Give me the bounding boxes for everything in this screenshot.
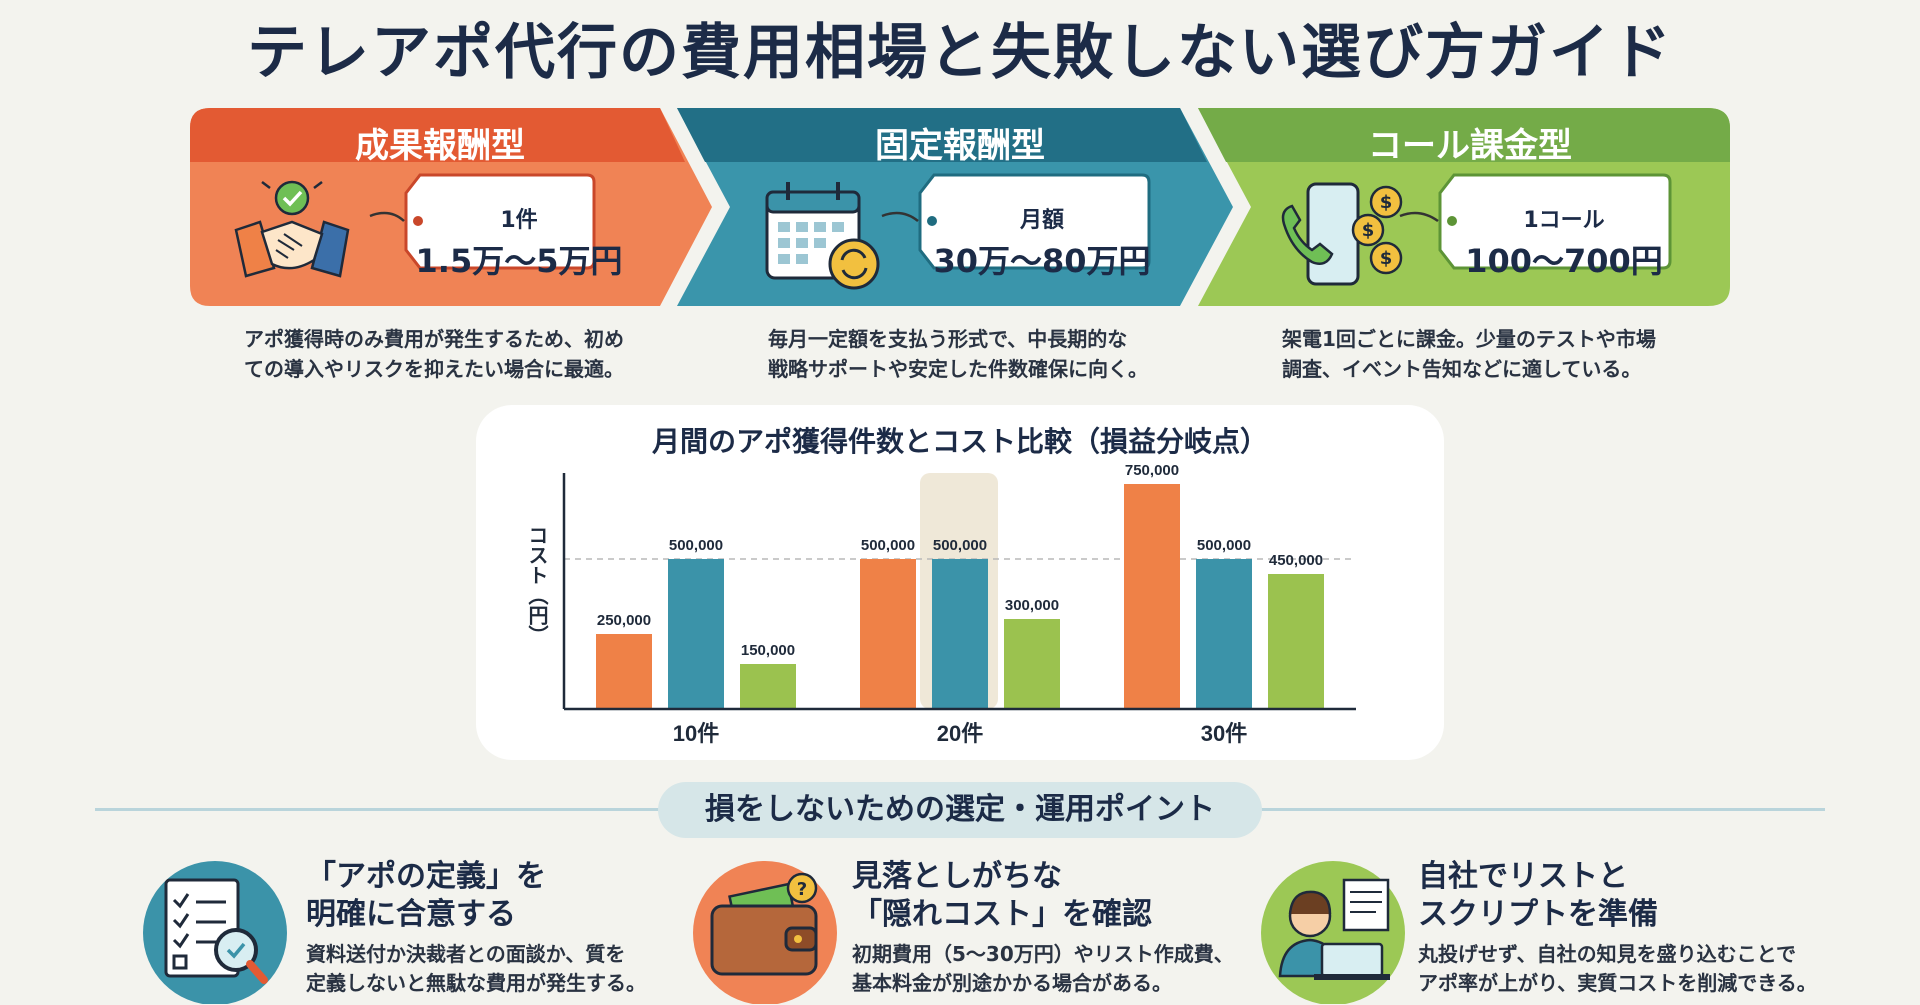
bar-1-2 (668, 559, 724, 709)
bar-3-2 (1196, 559, 1252, 709)
point-3-description: 丸投げせず、自社の知見を盛り込むことで アポ率が上がり、実質コストを削減できる。 (1418, 940, 1898, 998)
plan-3-price-label: 1コール (1523, 208, 1605, 233)
bar-value-label: 500,000 (861, 537, 915, 554)
plan-3-desc-line-1: 架電1回ごとに課金。少量のテストや市場 (1282, 327, 1656, 351)
point-3-title-line-1: 自社でリストと (1418, 859, 1628, 894)
bar-value-label: 450,000 (1269, 552, 1323, 569)
point-1-desc-line-1: 資料送付か決裁者との面談か、質を (306, 942, 626, 966)
chart-title: 月間のアポ獲得件数とコスト比較（損益分岐点） (651, 425, 1268, 458)
wallet-icon: ? (693, 861, 837, 1004)
plan-1-header (190, 108, 685, 162)
point-1-desc-line-2: 定義しないと無駄な費用が発生する。 (306, 971, 646, 995)
plan-1-price-value: 1.5万〜5万円 (415, 242, 623, 280)
cost-comparison-chart: 250,000 500,000 150,000 10件 500,000 500,000 30… (525, 462, 1356, 746)
checklist-magnifier-icon (143, 861, 287, 1004)
bar-2-1 (860, 559, 916, 709)
bar-value-label: 500,000 (1197, 537, 1251, 554)
point-2-title-line-2: 「隠れコスト」を確認 (852, 897, 1152, 932)
bar-3-1 (1124, 484, 1180, 709)
point-1-title-line-1: 「アポの定義」を (306, 859, 546, 894)
plan-3-title: コール課金型 (1368, 126, 1572, 166)
bar-2-2 (932, 559, 988, 709)
plan-3-price: 1コール 100〜700円 (1452, 192, 1676, 280)
point-1-description: 資料送付か決裁者との面談か、質を 定義しないと無駄な費用が発生する。 (306, 940, 746, 998)
svg-text:$: $ (1380, 248, 1393, 269)
point-2-description: 初期費用（5〜30万円）やリスト作成費、 基本料金が別途かかる場合がある。 (852, 940, 1292, 998)
plan-2-title: 固定報酬型 (875, 126, 1045, 166)
bar-1-1 (596, 634, 652, 709)
bar-1-3 (740, 664, 796, 709)
point-2-title-line-1: 見落としがちな (852, 859, 1062, 894)
price-tag-3 (1399, 173, 1672, 270)
point-3-desc-line-1: 丸投げせず、自社の知見を盛り込むことで (1418, 942, 1796, 966)
svg-text:$: $ (1362, 220, 1375, 241)
point-3-title-line-2: スクリプトを準備 (1418, 897, 1658, 932)
page-title: テレアポ代行の費用相場と失敗しない選び方ガイド (247, 18, 1673, 88)
point-2-title: 見落としがちな 「隠れコスト」を確認 (852, 858, 1272, 934)
point-3-title: 自社でリストと スクリプトを準備 (1418, 858, 1838, 934)
pricing-plans: 成果報酬型 固定報酬型 コール課金型 1件 1.5万〜5万円 月額 30万〜80… (0, 0, 1920, 381)
bar-value-label: 500,000 (933, 537, 987, 554)
bar-value-label: 500,000 (669, 537, 723, 554)
x-tick-label: 20件 (937, 721, 983, 746)
plan-2-header (677, 108, 1207, 162)
plan-2-desc-line-1: 毎月一定額を支払う形式で、中長期的な (768, 327, 1128, 351)
point-1-title-line-2: 明確に合意する (306, 897, 516, 932)
plan-2-price-value: 30万〜80万円 (933, 242, 1151, 280)
points-heading: 損をしないための選定・運用ポイント (658, 782, 1262, 838)
price-tag-2 (881, 173, 1151, 270)
phone-coins-icon: $ $ $ (1281, 182, 1403, 286)
bar-value-label: 300,000 (1005, 597, 1059, 614)
bar-value-label: 750,000 (1125, 462, 1179, 479)
bar-3-3 (1268, 574, 1324, 709)
svg-text:$: $ (1380, 192, 1393, 213)
point-2-desc-line-2: 基本料金が別途かかる場合がある。 (852, 971, 1172, 995)
plan-1-desc-line-1: アポ獲得時のみ費用が発生するため、初め (244, 327, 624, 351)
x-tick-label: 10件 (673, 721, 719, 746)
price-tag-1 (369, 173, 596, 270)
x-tick-label: 30件 (1201, 721, 1247, 746)
bar-2-3 (1004, 619, 1060, 709)
point-1-title: 「アポの定義」を 明確に合意する (306, 858, 726, 934)
point-3-desc-line-2: アポ率が上がり、実質コストを削減できる。 (1418, 971, 1817, 995)
plan-3-desc-line-2: 調査、イベント告知などに適している。 (1282, 357, 1642, 381)
plan-banner-shapes (190, 108, 1730, 306)
plan-2-desc-line-2: 戦略サポートや安定した件数確保に向く。 (768, 357, 1148, 381)
plan-2-description: 毎月一定額を支払う形式で、中長期的な 戦略サポートや安定した件数確保に向く。 (768, 324, 1188, 384)
bar-value-label: 150,000 (741, 642, 795, 659)
svg-text:?: ? (797, 879, 807, 900)
handshake-icon (234, 180, 350, 278)
plan-1-desc-line-2: ての導入やリスクを抑えたい場合に最適。 (244, 357, 624, 381)
plan-2-price-label: 月額 (1019, 208, 1064, 233)
operator-laptop-icon (1261, 861, 1405, 1004)
point-2-desc-line-1: 初期費用（5〜30万円）やリスト作成費、 (852, 942, 1234, 966)
plan-1-description: アポ獲得時のみ費用が発生するため、初め ての導入やリスクを抑えたい場合に最適。 (244, 324, 664, 384)
plan-2-price: 月額 30万〜80万円 (930, 192, 1154, 280)
plan-3-header (1198, 108, 1730, 162)
plan-3-description: 架電1回ごとに課金。少量のテストや市場 調査、イベント告知などに適している。 (1282, 324, 1702, 384)
plan-1-title: 成果報酬型 (355, 126, 525, 166)
plan-3-price-value: 100〜700円 (1465, 242, 1663, 280)
y-axis-label: コスト（円） (525, 525, 548, 645)
bar-value-label: 250,000 (597, 612, 651, 629)
calendar-icon (765, 182, 880, 290)
plan-1-price-label: 1件 (500, 208, 538, 233)
plan-1-price: 1件 1.5万〜5万円 (414, 192, 624, 280)
